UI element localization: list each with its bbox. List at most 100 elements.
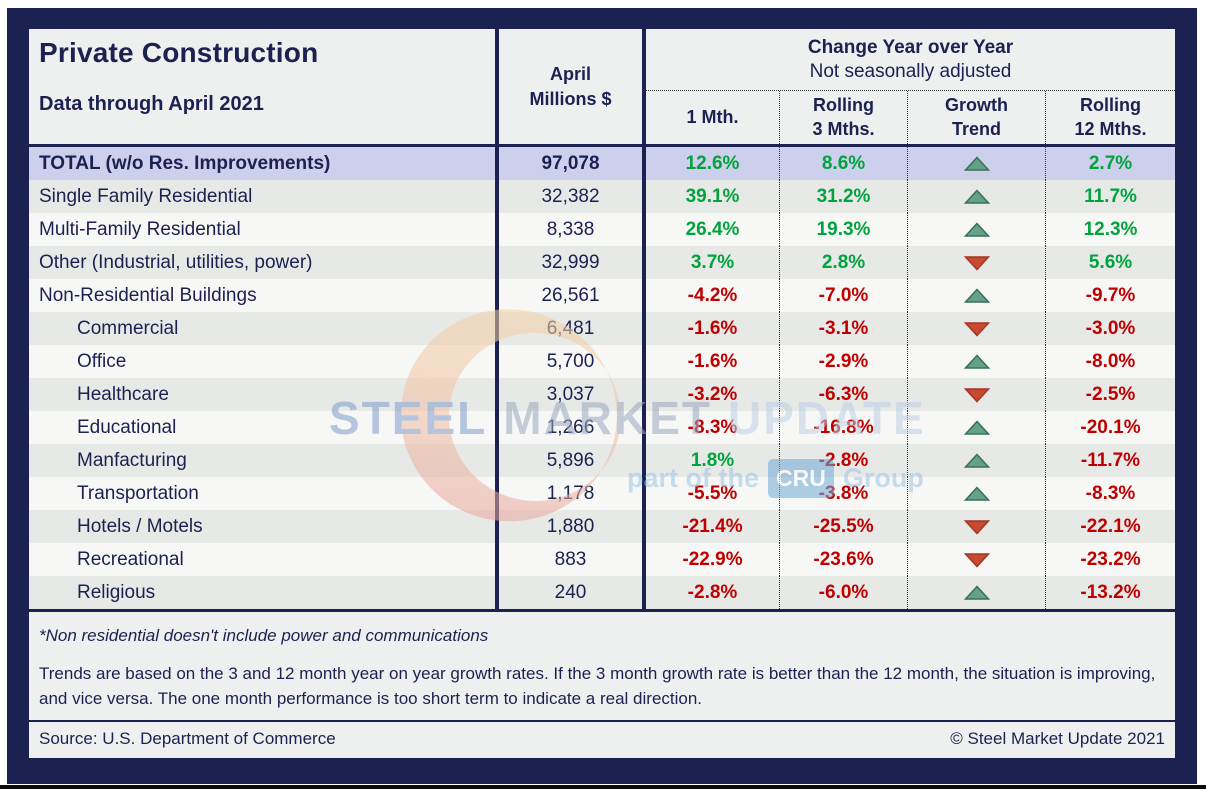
table-row: Multi-Family Residential 8,338 26.4% 19.3% 1… — [29, 213, 1175, 246]
row-rolling3-value: 8.6% — [779, 147, 907, 180]
row-rolling12-value: -8.0% — [1045, 345, 1175, 378]
table-row: Office 5,700 -1.6% -2.9% -8.0% — [29, 345, 1175, 378]
row-rolling3-value: -7.0% — [779, 279, 907, 312]
source-text: Source: U.S. Department of Commerce — [39, 729, 336, 748]
row-rolling12-value: 5.6% — [1045, 246, 1175, 279]
footnotes: *Non residential doesn't include power a… — [29, 612, 1175, 720]
table-row: Healthcare 3,037 -3.2% -6.3% -2.5% — [29, 378, 1175, 411]
up-trend-triangle-icon — [963, 221, 990, 237]
table-row: Transportation 1,178 -5.5% -3.8% -8.3% — [29, 477, 1175, 510]
table-row: Commercial 6,481 -1.6% -3.1% -3.0% — [29, 312, 1175, 345]
row-label: Multi-Family Residential — [29, 213, 499, 246]
row-rolling3-value: 31.2% — [779, 180, 907, 213]
row-label: Manfacturing — [29, 444, 499, 477]
down-trend-triangle-icon — [963, 552, 990, 568]
row-growth-trend — [907, 378, 1045, 411]
bottom-edge-bar — [0, 785, 1206, 789]
row-growth-trend — [907, 312, 1045, 345]
row-1mth-value: -22.9% — [682, 548, 743, 570]
row-rolling12-value: -2.5% — [1045, 378, 1175, 411]
row-label: Educational — [29, 411, 499, 444]
row-growth-trend — [907, 444, 1045, 477]
change-yoy-title: Change Year over Year — [807, 36, 1014, 58]
up-trend-triangle-icon — [963, 419, 990, 435]
column-header-rolling3: Rolling 3 Mths. — [779, 91, 907, 144]
row-growth-trend — [907, 510, 1045, 543]
table-row: Non-Residential Buildings 26,561 -4.2% -7.0… — [29, 279, 1175, 312]
down-trend-triangle-icon — [963, 387, 990, 403]
down-trend-triangle-icon — [963, 519, 990, 535]
row-rolling3-value: 19.3% — [779, 213, 907, 246]
row-rolling3-value: -6.3% — [779, 378, 907, 411]
row-rolling3-value: 2.8% — [779, 246, 907, 279]
row-1mth-value: -4.2% — [687, 284, 738, 306]
row-label: Commercial — [29, 312, 499, 345]
row-1mth-value: 3.7% — [690, 251, 735, 273]
row-rolling12-value: -8.3% — [1045, 477, 1175, 510]
row-rolling12-value: -3.0% — [1045, 312, 1175, 345]
row-millions-value: 32,382 — [499, 180, 646, 213]
up-trend-triangle-icon — [963, 188, 990, 204]
row-rolling12-value: -9.7% — [1045, 279, 1175, 312]
row-label: Recreational — [29, 543, 499, 576]
row-label: Single Family Residential — [29, 180, 499, 213]
row-millions-value: 3,037 — [499, 378, 646, 411]
up-trend-triangle-icon — [963, 353, 990, 369]
row-growth-trend — [907, 477, 1045, 510]
row-rolling12-value: 11.7% — [1045, 180, 1175, 213]
table-row: Manfacturing 5,896 1.8% -2.8% -11.7% — [29, 444, 1175, 477]
table-row: Religious 240 -2.8% -6.0% -13.2% — [29, 576, 1175, 609]
table-row: Hotels / Motels 1,880 -21.4% -25.5% -22.1% — [29, 510, 1175, 543]
row-rolling12-value: 2.7% — [1045, 147, 1175, 180]
source-divider — [29, 720, 1175, 722]
row-millions-value: 1,178 — [499, 477, 646, 510]
up-trend-triangle-icon — [963, 155, 990, 171]
row-millions-value: 5,896 — [499, 444, 646, 477]
table-content: Private Construction Data through April … — [29, 29, 1175, 758]
table-row: Other (Industrial, utilities, power) 32,9… — [29, 246, 1175, 279]
up-trend-triangle-icon — [963, 287, 990, 303]
row-millions-value: 97,078 — [499, 147, 646, 180]
row-rolling3-value: -25.5% — [779, 510, 907, 543]
title-cell: Private Construction Data through April … — [29, 29, 499, 144]
change-yoy-header: Change Year over Year Not seasonally adj… — [646, 29, 1175, 91]
row-growth-trend — [907, 345, 1045, 378]
row-rolling12-value: 12.3% — [1045, 213, 1175, 246]
up-trend-triangle-icon — [963, 485, 990, 501]
row-rolling12-value: -13.2% — [1045, 576, 1175, 609]
column-header-growth-trend: Growth Trend — [907, 91, 1045, 144]
footnote-trends: Trends are based on the 3 and 12 month y… — [39, 664, 1156, 708]
row-millions-value: 1,880 — [499, 510, 646, 543]
row-1mth-value: -21.4% — [682, 515, 743, 537]
april-header-line1: April — [549, 64, 591, 85]
row-1mth-value: 39.1% — [685, 185, 740, 207]
row-growth-trend — [907, 411, 1045, 444]
row-1mth-value: -8.3% — [687, 416, 738, 438]
row-rolling3-value: -16.8% — [779, 411, 907, 444]
row-rolling12-value: -20.1% — [1045, 411, 1175, 444]
row-growth-trend — [907, 180, 1045, 213]
row-label: Healthcare — [29, 378, 499, 411]
column-header-rolling12: Rolling 12 Mths. — [1045, 91, 1175, 144]
row-growth-trend — [907, 543, 1045, 576]
row-rolling12-value: -11.7% — [1045, 444, 1175, 477]
april-millions-header: April Millions $ — [499, 29, 646, 144]
table-row: Recreational 883 -22.9% -23.6% -23.2% — [29, 543, 1175, 576]
row-rolling3-value: -2.8% — [779, 444, 907, 477]
row-rolling12-value: -23.2% — [1045, 543, 1175, 576]
row-1mth-value: -2.8% — [687, 581, 738, 603]
up-trend-triangle-icon — [963, 584, 990, 600]
row-growth-trend — [907, 213, 1045, 246]
row-millions-value: 1,266 — [499, 411, 646, 444]
row-rolling12-value: -22.1% — [1045, 510, 1175, 543]
change-yoy-subtitle: Not seasonally adjusted — [809, 60, 1012, 82]
row-label: Transportation — [29, 477, 499, 510]
row-1mth-value: 12.6% — [685, 152, 740, 174]
row-rolling3-value: -23.6% — [779, 543, 907, 576]
table-row: Educational 1,266 -8.3% -16.8% -20.1% — [29, 411, 1175, 444]
row-1mth-value: 26.4% — [685, 218, 740, 240]
source-row: Source: U.S. Department of Commerce © St… — [29, 722, 1175, 756]
row-label: TOTAL (w/o Res. Improvements) — [29, 147, 499, 180]
row-label: Non-Residential Buildings — [29, 279, 499, 312]
table-body: TOTAL (w/o Res. Improvements) 97,078 12.6%… — [29, 147, 1175, 609]
